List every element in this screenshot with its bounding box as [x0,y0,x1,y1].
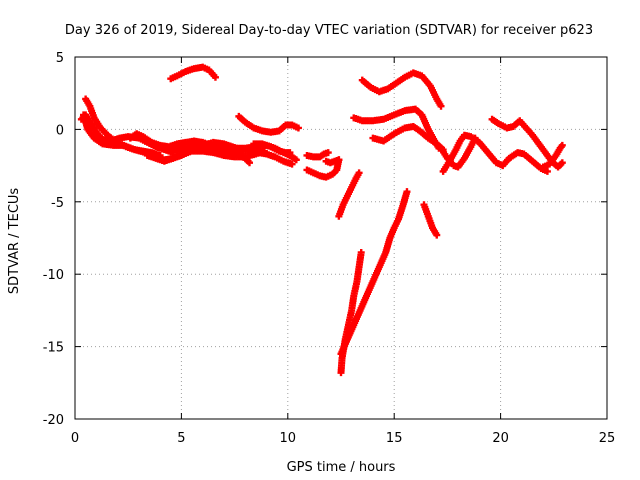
series-arc-07 [167,63,219,83]
y-tick-label: -5 [51,196,64,211]
data-point [288,160,296,168]
series-arc-12 [322,156,343,167]
y-tick-label: 5 [56,51,64,66]
series-arc-09 [250,140,294,157]
data-point [245,159,253,167]
series-arc-19 [420,201,441,239]
series-arc-21 [439,131,551,175]
data-point [355,169,363,177]
y-tick-label: 0 [56,123,64,138]
series-arc-23 [539,141,566,171]
series-arc-13 [335,169,363,220]
y-tick-label: -20 [43,413,64,428]
axis-ticks: 0 5 10 15 20 25 -20 -15 -10 -5 0 5 [43,51,616,446]
y-tick-label: -15 [43,341,64,356]
data-point [558,159,566,167]
x-tick-label: 0 [71,431,79,446]
y-axis-label: SDTVAR / TECUs [7,188,22,295]
x-axis-label: GPS time / hours [287,460,396,475]
data-point [357,248,365,256]
series-arc-06 [126,130,253,167]
series-arc-10 [303,149,332,161]
data-point [324,149,332,157]
data-point [403,188,411,196]
data-point [211,73,219,81]
data-points [77,63,566,377]
x-tick-label: 15 [386,431,403,446]
series-arc-22 [488,115,566,171]
data-point [433,231,441,239]
data-point [292,156,300,164]
y-tick-label: -10 [43,268,64,283]
data-point [294,124,302,132]
x-tick-label: 25 [599,431,616,446]
data-point [543,167,551,175]
series-arc-08 [235,112,302,136]
grid [75,57,607,419]
series-arc-15 [337,188,411,358]
x-tick-label: 20 [492,431,509,446]
data-point [437,102,445,110]
data-point [260,147,268,155]
data-point [558,141,566,149]
data-point [286,149,294,157]
chart-title: Day 326 of 2019, Sidereal Day-to-day VTE… [65,23,593,38]
plot-frame [74,56,608,420]
x-tick-label: 5 [177,431,185,446]
data-point [335,156,343,164]
series-arc-16 [358,69,445,110]
series-arc-18 [369,123,447,154]
x-tick-label: 10 [280,431,297,446]
